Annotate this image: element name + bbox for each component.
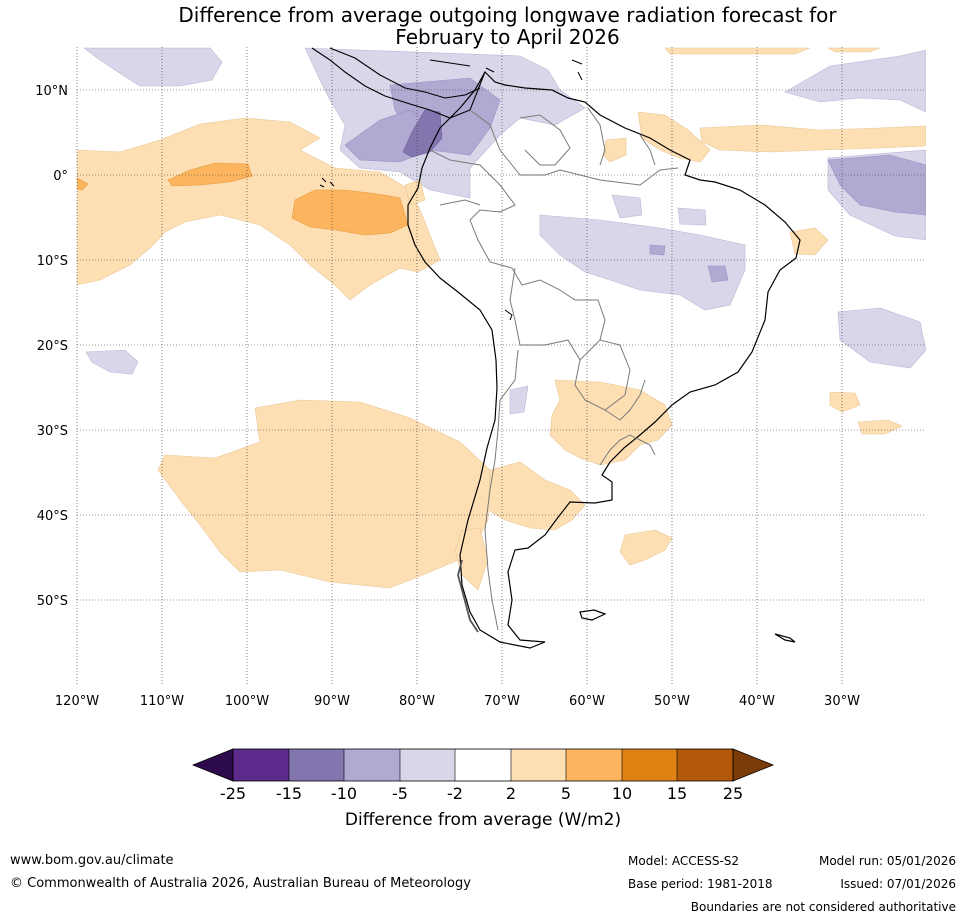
model-text: Model: ACCESS-S2: [628, 854, 740, 868]
anomaly-region-positive: [829, 391, 861, 413]
anomaly-region-positive: [167, 162, 253, 187]
colorbar-tick-label: -15: [276, 784, 302, 803]
anomaly-region-positive: [699, 124, 926, 153]
central-america-coastline: [311, 47, 486, 119]
colorbar-segment: [455, 749, 511, 781]
lon-label: 110°W: [140, 694, 184, 709]
anomaly-region-positive: [454, 527, 489, 591]
lat-label: 10°S: [37, 254, 68, 269]
anomaly-region-positive: [77, 117, 441, 301]
anomaly-region-negative: [402, 109, 443, 158]
model-run-text: Model run: 05/01/2026: [818, 854, 956, 868]
colorbar-tick-label: 10: [612, 784, 632, 803]
colorbar-segment: [677, 749, 733, 781]
anomaly-region-negative: [677, 207, 707, 226]
colorbar-tick-label: 5: [561, 784, 571, 803]
colorbar-tick-label: 2: [506, 784, 516, 803]
lat-label: 0°: [53, 169, 68, 184]
colorbar-tick-label: -10: [331, 784, 357, 803]
south-georgia: [774, 633, 796, 643]
colorbar-segment: [566, 749, 622, 781]
lat-label: 20°S: [37, 339, 68, 354]
anomaly-region-negative: [509, 385, 529, 415]
anomaly-region-positive: [487, 461, 586, 531]
colorbar: -25 -15 -10 -5 -2 2 5 10 15 25 Differenc…: [191, 748, 775, 830]
anomaly-region-negative: [837, 307, 926, 369]
anomaly-region-positive: [664, 47, 811, 55]
lon-label: 100°W: [225, 694, 269, 709]
country-borders: [429, 107, 679, 631]
anomaly-region-positive: [857, 419, 903, 435]
colorbar-tick-label: 15: [667, 784, 687, 803]
lat-label: 50°S: [37, 594, 68, 609]
colorbar-segment: [622, 749, 677, 781]
lon-label: 80°W: [399, 694, 435, 709]
colorbar-dividers: [288, 749, 678, 781]
caribbean-islands: [429, 59, 583, 81]
anomaly-region-positive: [789, 227, 829, 256]
longitude-labels: 120°W 110°W 100°W 90°W 80°W 70°W 60°W 50…: [55, 694, 860, 709]
anomaly-region-negative: [539, 214, 746, 311]
colorbar-tick-label: 25: [723, 784, 743, 803]
colorbar-arrow-high: [732, 748, 775, 782]
colorbar-frame: [232, 748, 734, 782]
issued-text: Issued: 07/01/2026: [840, 877, 956, 891]
south-america-coastline: [407, 71, 801, 649]
anomaly-region-positive: [291, 189, 409, 236]
anomaly-region-positive: [157, 399, 491, 589]
colorbar-title: Difference from average (W/m2): [345, 810, 621, 830]
galapagos-islands: [319, 177, 335, 188]
colorbar-tick-label: -2: [447, 784, 463, 803]
disclaimer-text: Boundaries are not considered authoritat…: [690, 900, 956, 914]
colorbar-segment: [400, 749, 455, 781]
anomaly-region-negative: [649, 244, 666, 256]
lon-label: 50°W: [654, 694, 690, 709]
lat-label: 40°S: [37, 509, 68, 524]
website-link[interactable]: www.bom.gov.au/climate: [10, 853, 174, 868]
lat-label: 30°S: [37, 424, 68, 439]
anomaly-layer: [77, 47, 926, 591]
anomaly-region-negative: [85, 349, 139, 375]
lon-label: 60°W: [569, 694, 605, 709]
lake-titicaca: [504, 309, 513, 321]
anomaly-region-negative: [83, 47, 223, 87]
anomaly-region-positive: [637, 111, 711, 163]
chile-fjords: [457, 559, 479, 633]
graticule: [76, 47, 926, 685]
colorbar-segment: [233, 749, 289, 781]
map-title-line2: February to April 2026: [395, 25, 620, 49]
lon-label: 90°W: [314, 694, 350, 709]
copyright-text: © Commonwealth of Australia 2026, Austra…: [10, 876, 471, 891]
falkland-islands: [579, 609, 607, 621]
anomaly-region-negative: [611, 194, 643, 219]
map-title: Difference from average outgoing longwav…: [0, 4, 965, 48]
anomaly-region-negative: [707, 265, 729, 283]
anomaly-region-positive: [619, 529, 673, 566]
colorbar-segment: [289, 749, 344, 781]
colorbar-segment: [344, 749, 400, 781]
anomaly-region-positive: [77, 177, 89, 191]
lon-label: 40°W: [739, 694, 775, 709]
colorbar-arrow-low: [191, 748, 234, 782]
lon-label: 70°W: [484, 694, 520, 709]
lon-label: 30°W: [824, 694, 860, 709]
caribbean-coastline: [329, 47, 481, 99]
base-period-text: Base period: 1981-2018: [628, 877, 773, 891]
colorbar-segment: [511, 749, 566, 781]
lat-label: 10°N: [35, 84, 68, 99]
colorbar-tick-labels: -25 -15 -10 -5 -2 2 5 10 15 25: [220, 784, 743, 803]
anomaly-region-negative: [784, 49, 926, 113]
anomaly-region-positive: [826, 47, 881, 53]
map-title-line1: Difference from average outgoing longwav…: [178, 3, 837, 27]
colorbar-tick-label: -5: [392, 784, 408, 803]
colorbar-tick-label: -25: [220, 784, 246, 803]
latitude-labels: 10°N 0° 10°S 20°S 30°S 40°S 50°S: [35, 84, 68, 609]
anomaly-region-negative: [827, 154, 926, 216]
anomaly-region-positive: [602, 137, 627, 163]
land-outline: [311, 47, 801, 649]
anomaly-region-positive: [549, 379, 673, 466]
lon-label: 120°W: [55, 694, 99, 709]
